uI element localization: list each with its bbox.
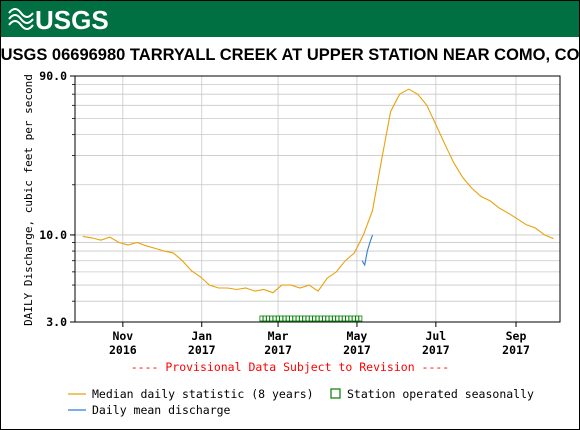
seasonal-marker xyxy=(322,315,327,322)
x-tick-year: 2017 xyxy=(422,343,450,357)
x-axis: Nov2016Jan2017Mar2017May2017Jul2017Sep20… xyxy=(109,322,530,357)
y-tick-label: 3.0 xyxy=(46,315,67,329)
seasonal-marker xyxy=(292,315,297,322)
chart-title: USGS 06696980 TARRYALL CREEK AT UPPER ST… xyxy=(1,46,580,64)
plot-area xyxy=(74,75,561,323)
seasonal-marker xyxy=(302,315,307,322)
legend-median-label: Median daily statistic (8 years) xyxy=(92,387,314,401)
seasonal-marker xyxy=(295,315,300,322)
x-tick-year: 2017 xyxy=(502,343,530,357)
seasonal-marker xyxy=(338,315,343,322)
seasonal-marker xyxy=(335,315,340,322)
y-axis: 3.0 10.0 90.0 xyxy=(39,69,75,329)
legend-seasonal-label: Station operated seasonally xyxy=(347,387,534,401)
seasonal-marker xyxy=(315,315,320,322)
seasonal-marker xyxy=(285,315,290,322)
logo-text: USGS xyxy=(35,5,109,35)
seasonal-marker xyxy=(299,315,303,322)
usgs-banner: USGS xyxy=(1,1,579,37)
seasonal-marker xyxy=(348,315,353,322)
provisional-note: ---- Provisional Data Subject to Revisio… xyxy=(131,360,450,374)
seasonal-marker xyxy=(312,315,317,322)
x-tick-year: 2017 xyxy=(264,343,292,357)
seasonal-marker xyxy=(332,315,336,322)
legend-mean-label: Daily mean discharge xyxy=(92,403,231,417)
seasonal-marker xyxy=(345,315,350,322)
x-tick-month: Nov xyxy=(112,329,133,343)
seasonal-marker xyxy=(262,315,267,322)
y-tick-label: 90.0 xyxy=(39,69,67,83)
seasonal-marker xyxy=(318,315,323,322)
x-tick-month: Mar xyxy=(268,329,289,343)
seasonal-marker xyxy=(266,315,270,322)
seasonal-marker xyxy=(269,315,274,322)
x-tick-month: May xyxy=(347,329,368,343)
seasonal-marker xyxy=(341,315,346,322)
x-tick-year: 2017 xyxy=(188,343,216,357)
seasonal-marker xyxy=(282,315,287,322)
seasonal-marker xyxy=(308,315,313,322)
y-axis-label: DAILY Discharge, cubic feet per second xyxy=(22,74,35,326)
seasonal-marker xyxy=(351,315,356,322)
series-lines xyxy=(82,88,554,294)
legend-seasonal-swatch xyxy=(330,388,341,399)
daily-mean-line xyxy=(361,234,374,267)
seasonal-marker xyxy=(272,315,277,322)
legend: Median daily statistic (8 years) Station… xyxy=(68,387,534,417)
x-tick-month: Jan xyxy=(191,329,212,343)
seasonal-marker xyxy=(325,315,330,322)
seasonal-markers xyxy=(259,315,363,322)
median-daily-line xyxy=(82,88,554,294)
x-tick-month: Jul xyxy=(425,329,446,343)
seasonal-marker xyxy=(259,315,264,322)
seasonal-marker xyxy=(279,315,284,322)
y-tick-label: 10.0 xyxy=(39,228,67,242)
x-tick-year: 2016 xyxy=(109,343,137,357)
seasonal-marker xyxy=(289,315,294,322)
seasonal-marker xyxy=(328,315,333,322)
usgs-logo: USGS xyxy=(8,5,109,35)
seasonal-marker xyxy=(305,315,310,322)
usgs-wave-icon xyxy=(8,8,34,30)
x-tick-month: Sep xyxy=(506,329,527,343)
x-tick-year: 2017 xyxy=(343,343,371,357)
seasonal-marker xyxy=(358,315,363,322)
